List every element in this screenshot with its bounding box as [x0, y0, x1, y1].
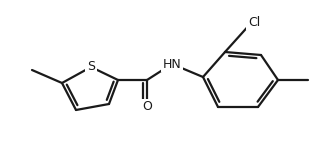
Text: S: S: [87, 60, 95, 73]
Text: Cl: Cl: [248, 16, 260, 29]
Text: O: O: [142, 100, 152, 113]
Text: HN: HN: [163, 58, 181, 71]
